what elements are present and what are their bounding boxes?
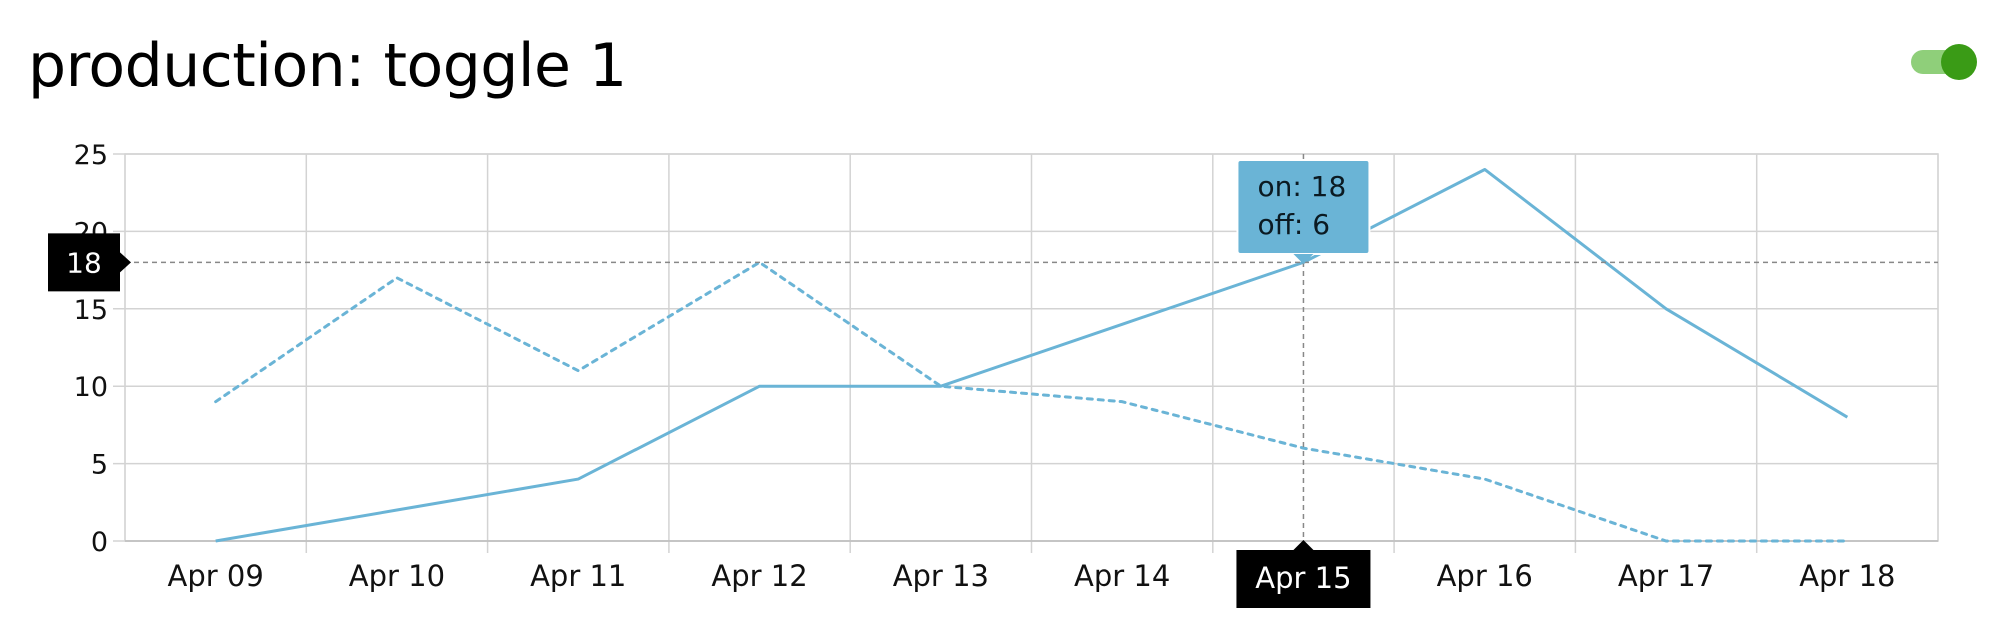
y-tick-label: 5 [91, 450, 108, 481]
x-tick-label: Apr 10 [349, 559, 445, 593]
crosshair-y-box [48, 233, 120, 292]
feature-toggle[interactable] [1911, 44, 1977, 80]
x-tick-label: Apr 18 [1799, 559, 1895, 593]
x-tick-label: Apr 17 [1618, 559, 1714, 593]
x-tick-label: Apr 12 [711, 559, 807, 593]
series-line-on [215, 167, 1849, 543]
crosshair-x-text: Apr 15 [1255, 561, 1351, 595]
x-tick-label: Apr 11 [530, 559, 626, 593]
y-tick-label: 15 [74, 295, 108, 326]
x-tick-label: Apr 09 [168, 559, 264, 593]
tooltip-arrow [1293, 254, 1314, 264]
crosshair-y-label: 18 [48, 233, 131, 292]
crosshair-x-arrow [1293, 540, 1314, 550]
x-tick-label: Apr 13 [893, 559, 989, 593]
crosshair-y-text: 18 [66, 246, 102, 279]
toggle-knob[interactable] [1941, 44, 1977, 80]
y-tick-label: 10 [74, 372, 108, 403]
series-line-off [214, 260, 1849, 543]
tooltip: on: 18 off: 6 [1236, 159, 1371, 264]
tooltip-line: on: 18 [1257, 170, 1346, 203]
y-tick-label: 25 [74, 140, 108, 171]
crosshair-x-label: Apr 15 [1236, 540, 1371, 608]
tooltip-line: off: 6 [1257, 208, 1330, 241]
page-title: production: toggle 1 [28, 31, 627, 101]
crosshair-x-box [1236, 550, 1371, 608]
crosshair-y-arrow [120, 252, 131, 273]
x-tick-label: Apr 16 [1437, 559, 1533, 593]
y-tick-label: 0 [91, 527, 108, 558]
x-tick-label: Apr 14 [1074, 559, 1170, 593]
